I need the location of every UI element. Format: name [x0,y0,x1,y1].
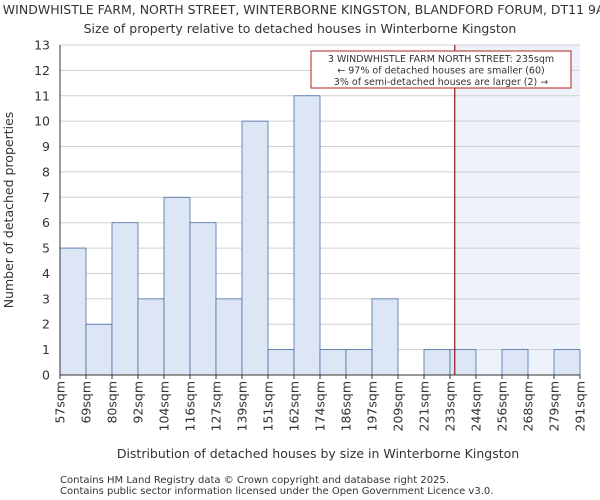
bar [215,298,243,376]
y-tick-label: 2 [42,317,50,332]
x-tick-label: 80sqm [105,381,120,424]
y-tick-label: 0 [42,368,50,383]
bar [293,95,321,376]
annotation-frame [310,50,572,89]
y-tick-label: 4 [42,266,50,281]
bar [85,323,113,376]
x-tick-label: 186sqm [339,381,354,431]
x-tick-label: 57sqm [53,381,68,424]
annotation-line-1: 3 WINDWHISTLE FARM NORTH STREET: 235sqm [328,54,554,65]
x-tick-label: 92sqm [131,381,146,424]
bar [189,222,217,376]
x-tick-labels: 57sqm 69sqm 80sqm 92sqm 104sqm 116sqm 127sqm 13… [53,375,588,431]
y-tick-label: 6 [42,215,50,230]
x-tick-label: 221sqm [417,381,432,431]
bar [163,196,191,376]
x-tick-label: 174sqm [313,381,328,431]
bar [319,349,347,376]
bar [137,298,165,376]
footer-line-2: Contains public sector information licen… [60,486,493,497]
y-tick-label: 8 [42,164,50,179]
y-tick-label: 10 [34,114,50,129]
bar [241,120,269,376]
y-tick-label: 11 [34,88,50,103]
bars [59,95,581,376]
highlight-region-layer [454,45,580,375]
x-tick-label: 233sqm [443,381,458,431]
annotation-box: 3 WINDWHISTLE FARM NORTH STREET: 235sqm … [310,50,572,89]
y-tick-label: 5 [42,241,50,256]
x-tick-label: 291sqm [573,381,588,431]
annotation-line-2: ← 97% of detached houses are smaller (60… [337,66,544,77]
x-tick-label: 162sqm [287,381,302,431]
bar [423,349,451,376]
bar [501,349,529,376]
annotation-line-3: 3% of semi-detached houses are larger (2… [334,77,548,88]
x-tick-label: 209sqm [391,381,406,431]
x-tick-label: 104sqm [157,381,172,431]
x-axis-title: Distribution of detached houses by size … [117,446,519,461]
y-tick-label: 9 [42,139,50,154]
bar [267,349,295,376]
y-tick-label: 12 [34,63,50,78]
bar [345,349,373,376]
x-tick-label: 268sqm [521,381,536,431]
x-tick-label: 139sqm [235,381,250,431]
highlight-region [454,45,580,375]
x-tick-label: 116sqm [183,381,198,431]
y-tick-label: 13 [34,38,50,53]
x-tick-label: 151sqm [261,381,276,431]
chart-subtitle: Size of property relative to detached ho… [84,21,517,36]
y-tick-label: 7 [42,190,50,205]
y-axis-title: Number of detached properties [1,112,16,309]
bar [59,247,87,376]
y-tick-label: 1 [42,342,50,357]
x-tick-label: 69sqm [79,381,94,424]
bar [371,298,399,376]
footer-line-1: Contains HM Land Registry data © Crown c… [60,475,449,486]
x-tick-label: 256sqm [495,381,510,431]
y-tick-label: 3 [42,291,50,306]
x-tick-label: 127sqm [209,381,224,431]
bar [553,349,581,376]
x-tick-label: 197sqm [365,381,380,431]
bar [111,222,139,376]
x-tick-label: 279sqm [547,381,562,431]
x-tick-label: 244sqm [469,381,484,431]
bar [449,349,477,376]
chart-title: 3, WINDWHISTLE FARM, NORTH STREET, WINTE… [0,2,600,17]
